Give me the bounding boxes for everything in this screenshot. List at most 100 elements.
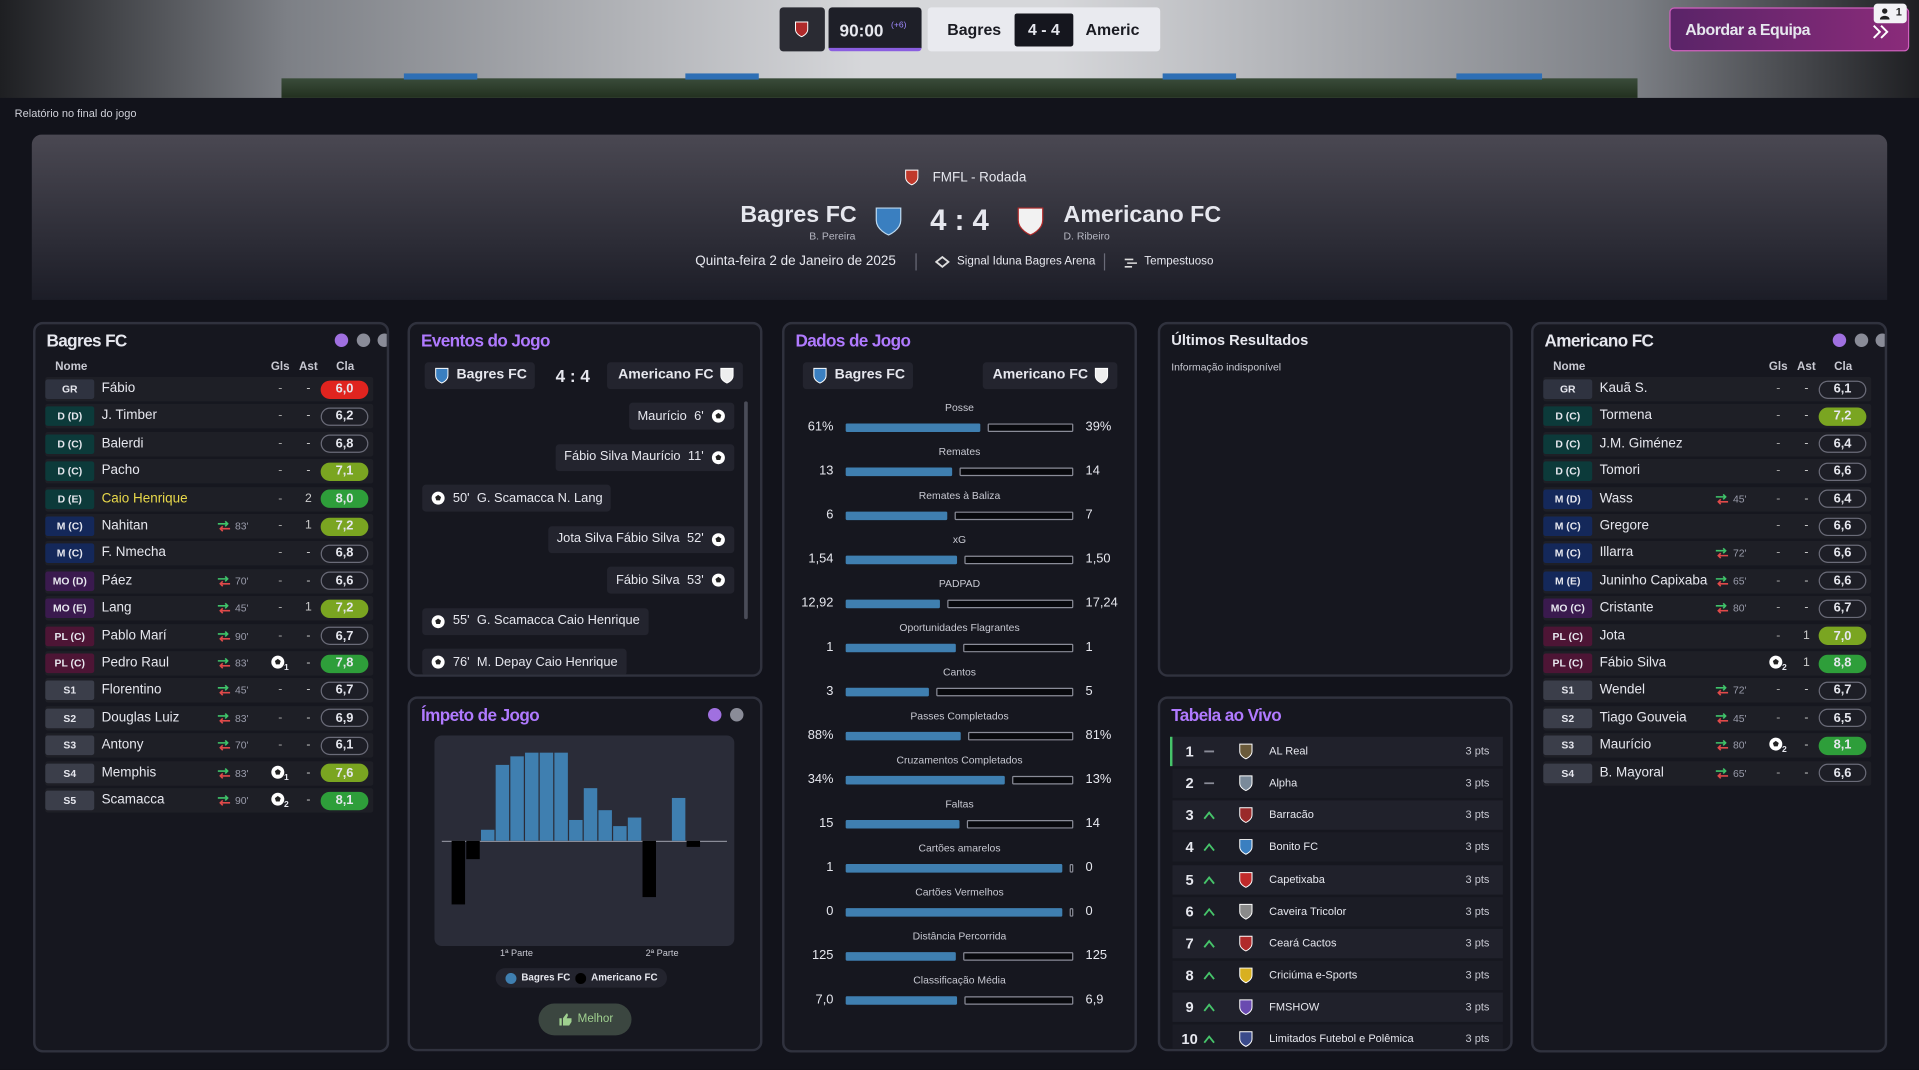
rating: 7,2 [335, 600, 354, 616]
icon-part [334, 333, 349, 347]
goals: 1 [283, 773, 289, 783]
stat-home-value: 1 [826, 639, 834, 655]
icon-part [1239, 743, 1253, 760]
rating-pill [1818, 489, 1867, 509]
icon-part [905, 169, 919, 186]
icon-part [1239, 871, 1253, 888]
rating-pill [320, 407, 369, 426]
report-label: Relatório no final do jogo [14, 107, 137, 120]
position: M (D) [1554, 492, 1581, 505]
stat-bar-away [967, 731, 1074, 740]
player-name: Maurício [1599, 737, 1652, 753]
icon-part [1715, 603, 1729, 614]
crest [718, 367, 735, 384]
position: D (D) [57, 410, 83, 423]
table-points: 3 pts [1465, 1032, 1490, 1045]
position: M (C) [1554, 547, 1581, 560]
icon-part [217, 520, 231, 532]
icon-part [274, 795, 281, 802]
icon-part [730, 707, 744, 722]
best-button[interactable]: Melhor [538, 1003, 632, 1036]
sub-minute: 70' [234, 574, 249, 587]
stat-away-value: 14 [1085, 463, 1100, 479]
icon-part [1717, 498, 1729, 505]
assists: - [1804, 464, 1809, 478]
goals: - [278, 409, 283, 423]
icon-part [1717, 744, 1729, 752]
rating: 6,7 [335, 628, 354, 643]
stat-bar-home [845, 510, 948, 520]
stat-bar-home [845, 907, 1063, 917]
assists: 2 [305, 491, 312, 505]
substitution-icon [217, 794, 232, 806]
rating: 6,7 [1833, 683, 1852, 698]
live-table-panel: Tabela ao Vivo 1 AL Real 3 pts 2 Alpha 3 pts 3 B… [1157, 696, 1513, 1052]
assists: - [1804, 683, 1809, 697]
player-name: F. Nmecha [101, 545, 166, 561]
stats-panel: Dados de Jogo Bagres FC Americano FC Posse 6… [782, 321, 1137, 1053]
home-team: Bagres FC [834, 367, 906, 383]
player-name: Tormena [1599, 408, 1652, 424]
position: S2 [63, 711, 77, 724]
stat-home-value: 6 [826, 507, 834, 523]
rating-pill [1818, 626, 1867, 646]
icon-part [271, 765, 285, 779]
stat-bar-home [845, 687, 929, 696]
position-badge [45, 735, 95, 756]
icon-part [505, 972, 517, 984]
assists: - [306, 738, 311, 752]
icon-part [1094, 367, 1109, 384]
column-header: Cla [1834, 360, 1853, 374]
icon-part [1875, 333, 1885, 347]
substitution-icon [217, 712, 232, 724]
position-badge [1543, 516, 1593, 537]
stat-label: Oportunidades Flagrantes [899, 621, 1020, 634]
rating-pill [320, 544, 369, 563]
position-badge [45, 489, 95, 509]
icon-part [1717, 553, 1729, 560]
substitution-icon [217, 520, 232, 532]
rating: 6,6 [335, 573, 354, 589]
half-label: 1ª Parte [499, 947, 533, 959]
player-name: Pacho [101, 463, 140, 479]
stat-label: Distância Percorrida [912, 929, 1007, 943]
substitution-icon [1715, 712, 1730, 724]
column-header: Nome [1553, 360, 1586, 374]
icon-part [217, 657, 231, 669]
player-name: Florentino [101, 682, 162, 698]
event-minute: 53' [686, 572, 704, 588]
stat-home-value: 12,92 [801, 595, 834, 611]
separator [1103, 253, 1106, 271]
icon-part [1124, 258, 1137, 268]
sub-minute: 65' [1732, 766, 1747, 779]
assists: - [306, 573, 311, 588]
icon-part [1715, 548, 1729, 560]
icon-part [219, 525, 231, 532]
icon-part [377, 333, 387, 347]
icon-part [435, 617, 442, 624]
team-crest [1237, 903, 1254, 920]
player-name: Gregore [1599, 518, 1649, 533]
panel-title: Tabela ao Vivo [1171, 704, 1282, 725]
stat-home-value: 125 [811, 948, 834, 963]
home-manager: B. Pereira [809, 229, 856, 243]
stat-bar-away [935, 687, 1074, 696]
position: S4 [63, 766, 77, 779]
position: S1 [1561, 684, 1575, 697]
position-badge [1543, 489, 1593, 509]
substitution-icon [1715, 602, 1730, 614]
legend-swatch [575, 972, 587, 984]
position: S2 [1561, 711, 1575, 724]
table-position: 5 [1185, 870, 1194, 889]
player-name: Wass [1599, 490, 1633, 506]
team-talk-button[interactable]: Abordar a Equipa [1669, 7, 1910, 52]
player-name: Tomori [1599, 463, 1640, 479]
position-badge [1543, 708, 1593, 728]
sub-minute: 83' [234, 766, 249, 779]
player-name: Nahitan [101, 518, 148, 533]
rating-pill [1818, 407, 1867, 426]
table-points: 3 pts [1465, 968, 1490, 981]
position: S4 [1561, 766, 1575, 779]
icon-part [217, 520, 229, 527]
table-position: 3 [1185, 806, 1194, 825]
